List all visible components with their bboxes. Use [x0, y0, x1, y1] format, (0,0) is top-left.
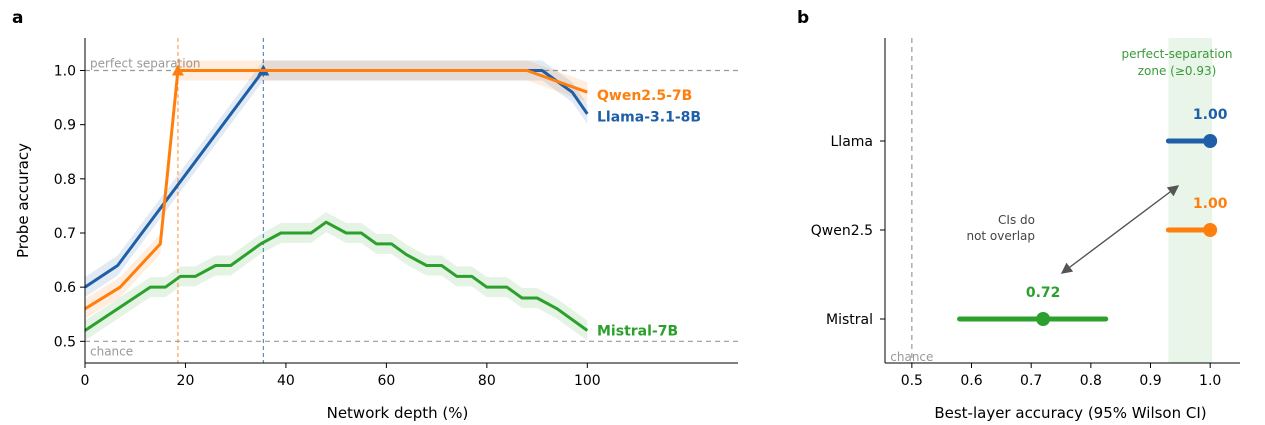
- ci-band-llama-3-1-8b: [85, 60, 588, 298]
- x-tick-label-60: 60: [377, 373, 395, 389]
- x-tick-label-80: 80: [478, 373, 496, 389]
- point-marker-qwen2-5: [1203, 223, 1218, 237]
- reference-label-perfect-separation: perfect separation: [90, 57, 201, 71]
- series-line-llama-3-1-8b: [84, 69, 589, 289]
- row-label-qwen2-5: Qwen2.5: [811, 223, 873, 239]
- value-label-mistral: 0.72: [1026, 285, 1061, 301]
- y-tick-label-0.5: 0.5: [54, 334, 76, 350]
- x-tick-label-40: 40: [277, 373, 295, 389]
- series-line-mistral-7b: [84, 220, 589, 332]
- x-tick-label-0: 0: [81, 373, 90, 389]
- point-marker-mistral: [1036, 312, 1051, 326]
- panel-a-letter: a: [12, 8, 23, 28]
- series-label-qwen2-5-7b: Qwen2.5-7B: [597, 88, 692, 104]
- x-tick-label-0.9: 0.9: [1139, 373, 1161, 389]
- zone-label-line1: perfect-separation: [1121, 47, 1232, 61]
- chance-label: chance: [890, 350, 933, 364]
- panel-a-line-chart: perfect separation chance Llama-3.1-8B Qwen…: [14, 38, 738, 422]
- x-tick-label-0.8: 0.8: [1080, 373, 1102, 389]
- series-line-qwen2-5-7b: [84, 69, 588, 311]
- panel-b-letter: b: [797, 8, 809, 28]
- x-tick-label-20: 20: [177, 373, 195, 389]
- series-label-mistral-7b: Mistral-7B: [597, 324, 678, 340]
- value-label-llama: 1.00: [1193, 107, 1228, 123]
- series-label-llama-3-1-8b: Llama-3.1-8B: [597, 110, 701, 126]
- x-tick-label-100: 100: [574, 373, 601, 389]
- x-tick-label-0.5: 0.5: [901, 373, 923, 389]
- value-label-qwen2-5: 1.00: [1193, 196, 1228, 212]
- peak-marker-qwen2-5-7b: [171, 64, 184, 76]
- y-tick-label-0.6: 0.6: [54, 280, 76, 296]
- annotation-line2: not overlap: [966, 229, 1035, 243]
- y-tick-label-0.8: 0.8: [54, 172, 76, 188]
- row-label-llama: Llama: [831, 134, 874, 150]
- x-tick-label-0.6: 0.6: [960, 373, 982, 389]
- point-marker-llama: [1203, 134, 1218, 148]
- x-tick-label-1.0: 1.0: [1199, 373, 1221, 389]
- row-label-mistral: Mistral: [826, 312, 873, 328]
- annotation-line1: CIs do: [998, 213, 1035, 227]
- reference-label-chance: chance: [90, 344, 133, 358]
- zone-label-line2: zone (≥0.93): [1138, 64, 1217, 78]
- y-tick-label-1.0: 1.0: [54, 64, 76, 80]
- x-axis-title: Network depth (%): [327, 404, 469, 422]
- y-axis-title: Probe accuracy: [14, 143, 32, 258]
- overlap-arrow: [1060, 185, 1180, 274]
- y-tick-label-0.7: 0.7: [54, 226, 76, 242]
- x-tick-label-0.7: 0.7: [1020, 373, 1042, 389]
- x-axis-title: Best-layer accuracy (95% Wilson CI): [934, 404, 1206, 422]
- y-tick-label-0.9: 0.9: [54, 118, 76, 134]
